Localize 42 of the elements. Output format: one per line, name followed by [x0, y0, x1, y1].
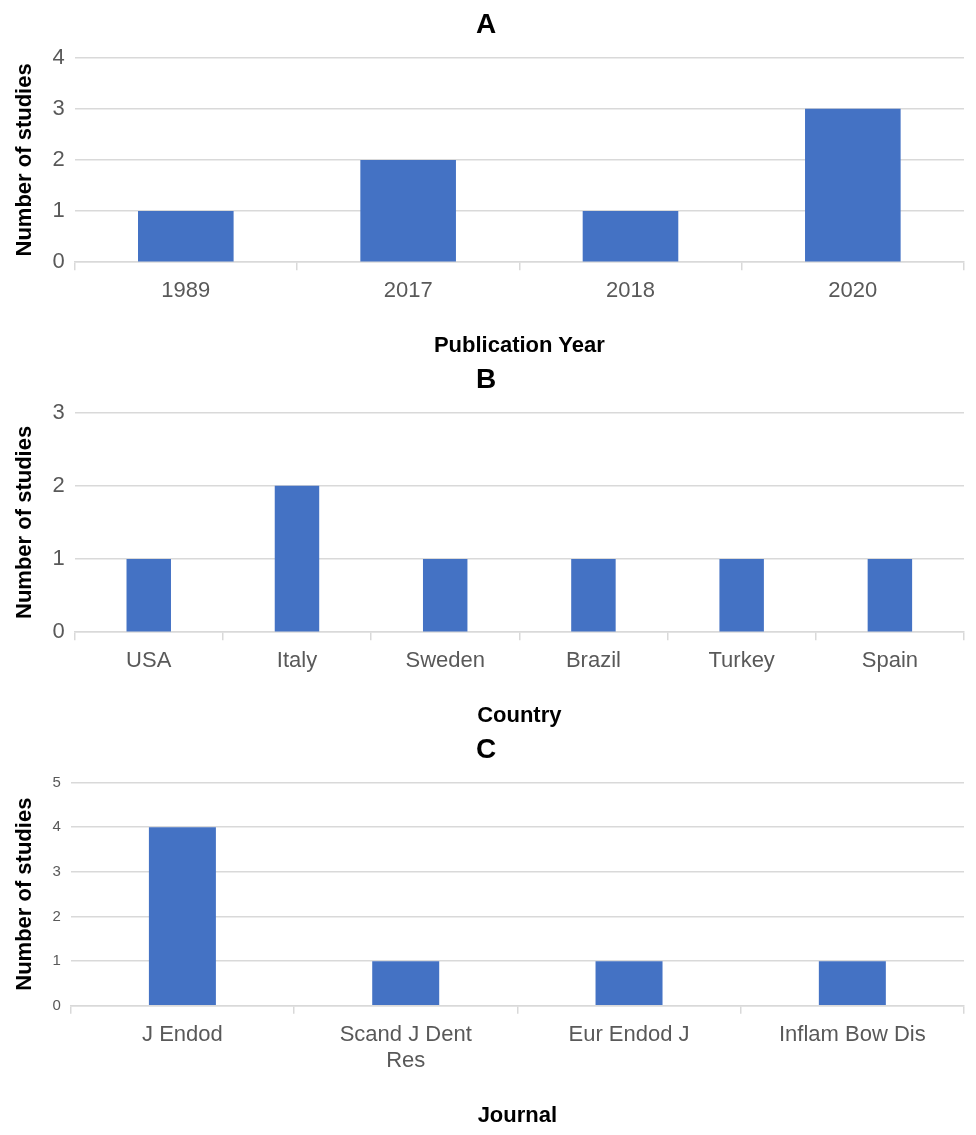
x-tick-label: 2020 [828, 277, 878, 303]
x-tick-label: Italy [276, 647, 318, 673]
x-tick-label: Sweden [405, 647, 485, 673]
y-axis-title: Number of studies [11, 63, 37, 257]
y-tick-label: 1 [52, 197, 65, 223]
bar [582, 211, 679, 262]
y-tick-label: 5 [52, 772, 61, 790]
y-tick-label: 1 [52, 545, 65, 571]
y-tick-label: 4 [52, 43, 65, 69]
y-tick-label: 3 [52, 862, 61, 880]
y-tick-label: 0 [52, 248, 65, 274]
x-tick-label: J Endod [142, 1021, 223, 1047]
x-tick-label: Eur Endod J [568, 1021, 690, 1047]
x-tick-label: USA [126, 647, 172, 673]
x-tick-label: Brazil [565, 647, 621, 673]
x-tick-label: 1989 [161, 277, 211, 303]
x-axis-title: Journal [477, 1101, 558, 1127]
y-tick-label: 2 [52, 906, 61, 924]
x-tick-label: 2018 [606, 277, 655, 303]
x-tick-label: Spain [861, 647, 919, 673]
x-tick-label: Scand J Dent Res [339, 1021, 472, 1073]
chart-title: A [475, 7, 497, 39]
x-tick-label: Inflam Bow Dis [778, 1021, 926, 1047]
y-tick-label: 4 [52, 817, 61, 835]
bar [805, 108, 901, 262]
y-tick-label: 2 [52, 145, 65, 171]
y-tick-label: 0 [52, 618, 65, 644]
x-tick-label: Turkey [708, 647, 775, 673]
y-axis-title: Number of studies [11, 425, 37, 619]
x-axis-title: Publication Year [433, 331, 606, 357]
y-axis-title: Number of studies [11, 797, 37, 991]
bar [360, 159, 456, 262]
chart-title: C [475, 732, 497, 764]
bar [138, 211, 234, 262]
x-tick-label: 2017 [383, 277, 433, 303]
chart-title: B [475, 362, 497, 394]
y-tick-label: 0 [52, 995, 61, 1013]
y-tick-label: 2 [52, 471, 65, 497]
y-tick-label: 1 [52, 951, 61, 969]
y-tick-label: 3 [52, 398, 65, 424]
x-axis-title: Country [477, 701, 563, 727]
y-tick-label: 3 [52, 94, 65, 120]
